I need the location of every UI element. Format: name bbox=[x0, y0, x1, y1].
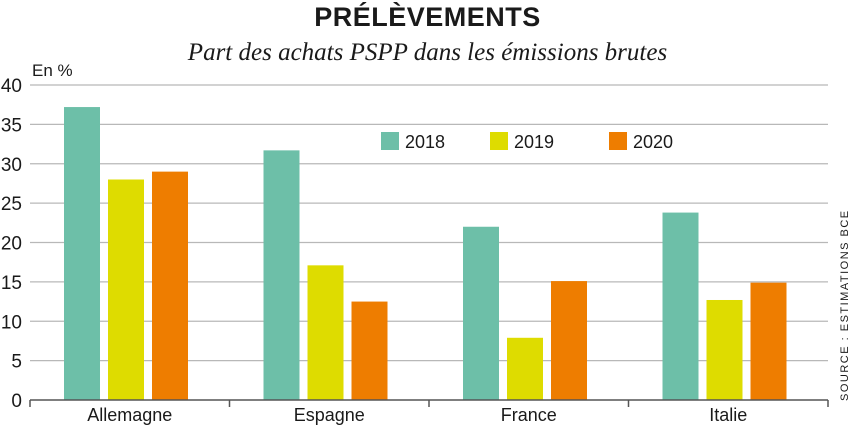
bar-2019-italie bbox=[706, 299, 743, 400]
legend-label: 2019 bbox=[514, 132, 554, 152]
bar-2020-france bbox=[551, 281, 587, 400]
legend-swatch-2019 bbox=[490, 132, 508, 150]
bar-2018-allemagne bbox=[64, 107, 100, 401]
category-label: Italie bbox=[709, 405, 747, 425]
bar-2018-espagne bbox=[263, 150, 300, 400]
y-tick-label: 20 bbox=[1, 234, 22, 255]
bars bbox=[64, 107, 787, 401]
bar-2018-france bbox=[463, 226, 499, 400]
legend-swatch-2018 bbox=[381, 132, 399, 150]
bar-2019-france bbox=[507, 337, 543, 400]
y-tick-label: 25 bbox=[1, 194, 22, 215]
y-tick-label: 30 bbox=[1, 155, 22, 176]
bar-2020-italie bbox=[750, 282, 787, 400]
chart-subtitle: Part des achats PSPP dans les émissions … bbox=[187, 39, 668, 66]
axes: 0 5 10 15 20 25 30 35 40 En % Allemagne Espagne Fran… bbox=[1, 61, 829, 425]
y-axis-unit-label: En % bbox=[32, 61, 73, 80]
y-tick-label: 5 bbox=[11, 352, 22, 373]
y-tick-label: 35 bbox=[1, 115, 22, 136]
legend-label: 2020 bbox=[633, 132, 673, 152]
y-tick-label: 0 bbox=[11, 391, 22, 412]
y-tick-label: 40 bbox=[1, 76, 22, 97]
category-label: Espagne bbox=[294, 405, 365, 425]
legend-swatch-2020 bbox=[609, 132, 627, 150]
bar-2018-italie bbox=[662, 212, 699, 400]
category-label: Allemagne bbox=[87, 405, 172, 425]
bar-2019-espagne bbox=[307, 265, 344, 400]
bar-2020-espagne bbox=[351, 301, 388, 400]
chart-title: PRÉLÈVEMENTS bbox=[314, 2, 541, 32]
y-tick-label: 10 bbox=[1, 312, 22, 333]
bar-2019-allemagne bbox=[108, 179, 144, 400]
legend: 2018 2019 2020 bbox=[381, 132, 673, 152]
legend-label: 2018 bbox=[405, 132, 445, 152]
y-tick-label: 15 bbox=[1, 273, 22, 294]
category-label: France bbox=[501, 405, 557, 425]
bar-2020-allemagne bbox=[152, 171, 188, 400]
